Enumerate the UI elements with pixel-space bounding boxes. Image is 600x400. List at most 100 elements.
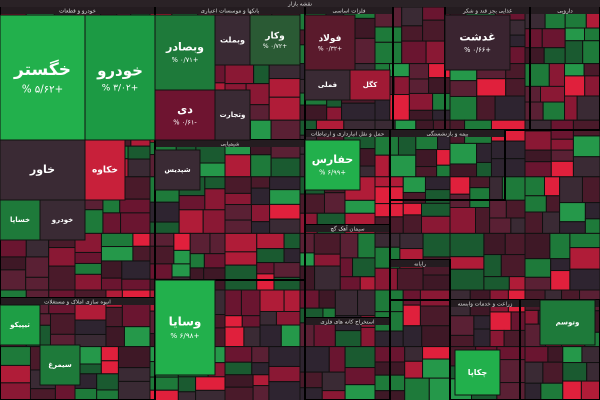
mosaic-tile: [299, 371, 323, 389]
sector-header: [391, 260, 449, 267]
sector-label: بیمه و بازنشستگی: [427, 131, 469, 138]
mosaic-tile: [483, 276, 510, 291]
mosaic-tile: [581, 176, 600, 204]
mosaic-tile: [483, 254, 502, 278]
sector-header: [306, 7, 392, 14]
mosaic-tile: [449, 176, 471, 195]
mosaic-tile: [449, 80, 478, 97]
mosaic-tile: [524, 258, 552, 278]
stock-tile: [304, 139, 361, 191]
mosaic-tile: [224, 232, 258, 253]
mosaic-tile: [224, 154, 252, 178]
mosaic-tile: [475, 207, 491, 234]
mosaic-tile: [100, 346, 119, 362]
mosaic-tile: [404, 377, 430, 400]
stock-tile: [349, 69, 391, 101]
mosaic-tile: [283, 289, 301, 313]
stock-change: +۰/۳۲ %: [318, 45, 342, 52]
mosaic-tile: [424, 189, 451, 204]
mosaic-tile: [374, 232, 401, 248]
mosaic-tile: [550, 138, 574, 151]
mosaic-tile: [564, 40, 584, 65]
mosaic-tile: [256, 262, 275, 275]
mosaic-tile: [127, 145, 151, 160]
stock-tile: [154, 14, 216, 91]
mosaic-tile: [388, 154, 417, 178]
mosaic-tile: [313, 322, 336, 348]
mosaic-tile: [582, 40, 600, 65]
mosaic-tile: [476, 161, 492, 178]
mosaic-tile: [243, 326, 261, 348]
stock-tile: [84, 139, 126, 201]
mosaic-tile: [393, 76, 410, 96]
mosaic-tile: [510, 311, 526, 331]
mosaic-tile: [203, 253, 226, 269]
mosaic-tile: [74, 262, 102, 275]
sector-label: انبوه سازی املاک و مستغلات: [44, 299, 111, 306]
mosaic-tile: [224, 326, 245, 348]
mosaic-tile: [421, 215, 451, 234]
mosaic-tile: [540, 382, 564, 400]
mosaic-tile: [240, 289, 261, 317]
mosaic-tile: [339, 257, 354, 278]
mosaic-tile: [396, 267, 424, 291]
mosaic-tile: [428, 377, 451, 400]
mosaic-tile: [341, 102, 376, 121]
mosaic-tile: [189, 232, 211, 255]
mosaic-tile: [256, 232, 285, 250]
mosaic-tile: [48, 265, 76, 291]
mosaic-tile: [250, 119, 272, 142]
mosaic-tile: [328, 346, 346, 373]
mosaic-tile: [432, 92, 451, 111]
sector-header: [156, 140, 304, 147]
mosaic-tile: [473, 315, 491, 330]
mosaic-tile: [268, 96, 301, 121]
mosaic-tile: [224, 315, 243, 328]
mosaic-tile: [559, 176, 583, 204]
sector-label: سیمان آهک گچ: [330, 226, 365, 233]
mosaic-tile: [299, 193, 325, 214]
mosaic-tile: [401, 25, 424, 42]
mosaic-tile: [419, 289, 451, 307]
stock-name: وبملت: [220, 36, 245, 45]
stock-tile: [0, 304, 41, 346]
mosaic-tile: [543, 47, 566, 65]
mosaic-tile: [524, 195, 547, 213]
mosaic-tile: [224, 204, 252, 221]
stock-change: +۰/۷۲ %: [263, 43, 287, 50]
mosaic-tile: [422, 358, 451, 379]
mosaic-tile: [524, 101, 544, 121]
mosaic-tile: [256, 273, 275, 291]
stock-change: +۶/۹۸ %: [170, 331, 199, 340]
mosaic-tile: [374, 41, 403, 65]
mosaic-tile: [117, 346, 151, 369]
sector-label: زراعت و خدمات وابسته: [458, 302, 513, 308]
mosaic-tile: [275, 311, 301, 326]
mosaic-tile: [508, 276, 526, 291]
sector-label: فلزات اساسی: [333, 9, 366, 15]
mosaic-tile: [408, 92, 434, 111]
mosaic-tile: [268, 346, 301, 367]
mosaic-tile: [149, 245, 175, 265]
stock-name: وبصادر: [165, 41, 204, 54]
stock-name: وتوسم: [556, 319, 580, 327]
mosaic-tile: [524, 149, 552, 163]
mosaic-tile: [473, 328, 491, 348]
mosaic-tile: [177, 391, 197, 400]
mosaic-tile: [224, 289, 242, 317]
mosaic-tile: [195, 389, 226, 400]
mosaic-tile: [524, 85, 542, 103]
mosaic-tile: [422, 232, 451, 258]
sector-label: حمل و نقل انبارداری و ارتباطات: [311, 132, 385, 138]
mosaic-tile: [334, 330, 362, 348]
mosaic-tile: [132, 232, 151, 247]
mosaic-tile: [524, 47, 545, 65]
mosaic-tile: [401, 40, 427, 65]
mosaic-tile: [100, 246, 134, 262]
mosaic-tile: [25, 256, 50, 278]
mosaic-tile: [224, 251, 258, 266]
mosaic-tile: [259, 289, 285, 313]
mosaic-tile: [120, 212, 151, 234]
mosaic-tile: [0, 346, 31, 366]
stock-name: فملی: [318, 81, 338, 89]
